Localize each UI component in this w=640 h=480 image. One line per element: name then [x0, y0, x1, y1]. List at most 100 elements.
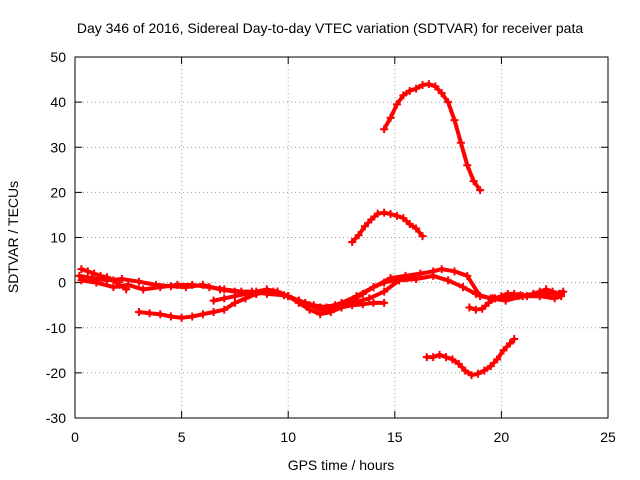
x-tick-label: 0 — [71, 429, 79, 445]
data-point — [380, 298, 389, 307]
data-point — [429, 271, 438, 280]
series-arc-high — [380, 80, 485, 195]
data-point — [294, 298, 303, 307]
x-tick-label: 5 — [178, 429, 186, 445]
data-point — [367, 215, 376, 224]
data-point — [109, 283, 118, 292]
y-tick-label: -10 — [46, 320, 66, 336]
data-point — [467, 371, 476, 380]
y-tick-label: 30 — [50, 139, 66, 155]
y-tick-label: 40 — [50, 94, 66, 110]
data-point — [139, 285, 148, 294]
data-point — [241, 289, 250, 298]
data-point — [390, 276, 399, 285]
data-point — [115, 280, 124, 289]
data-point — [559, 287, 568, 296]
data-point — [392, 211, 401, 220]
series-arc-low — [422, 335, 519, 380]
data-point — [262, 285, 271, 294]
data-point — [230, 292, 239, 301]
x-axis-label: GPS time / hours — [288, 457, 395, 473]
data-point — [380, 287, 389, 296]
data-point — [209, 296, 218, 305]
data-point — [535, 287, 544, 296]
x-tick-label: 25 — [600, 429, 616, 445]
data-markers — [75, 80, 568, 380]
data-point — [435, 350, 444, 359]
data-point — [386, 210, 395, 219]
data-point — [401, 274, 410, 283]
data-point — [486, 362, 495, 371]
series-trace — [382, 82, 483, 193]
data-point — [484, 298, 493, 307]
data-point — [465, 303, 474, 312]
data-point — [529, 289, 538, 298]
data-point — [456, 138, 465, 147]
data-point — [220, 294, 229, 303]
data-point — [102, 273, 111, 282]
data-point — [471, 289, 480, 298]
data-point — [122, 285, 131, 294]
chart-title: Day 346 of 2016, Sidereal Day-to-day VTE… — [77, 20, 584, 36]
data-point — [491, 294, 500, 303]
data-point — [173, 280, 182, 289]
data-point — [554, 289, 563, 298]
data-point — [550, 294, 559, 303]
data-point — [448, 355, 457, 364]
data-point — [444, 98, 453, 107]
data-point — [188, 280, 197, 289]
data-point — [205, 283, 214, 292]
data-point — [326, 307, 335, 316]
data-point — [437, 89, 446, 98]
data-point — [220, 285, 229, 294]
data-point — [134, 277, 143, 286]
data-point — [77, 276, 86, 285]
data-point — [441, 353, 450, 362]
data-point — [450, 116, 459, 125]
series-trace-f — [77, 265, 131, 294]
data-point — [365, 294, 374, 303]
series-trace-e — [465, 285, 568, 314]
series-arc-hump — [348, 208, 427, 247]
data-point — [273, 287, 282, 296]
data-point — [437, 265, 446, 274]
series-trace-d — [209, 273, 421, 319]
data-point — [522, 292, 531, 301]
data-point — [476, 186, 485, 195]
data-point — [548, 287, 557, 296]
data-point — [493, 355, 502, 364]
data-point — [145, 309, 154, 318]
data-point — [399, 214, 408, 223]
data-point — [405, 86, 414, 95]
data-point — [429, 353, 438, 362]
data-point — [463, 161, 472, 170]
data-point — [198, 310, 207, 319]
y-axis-label: SDTVAR / TECUs — [5, 181, 21, 293]
data-point — [463, 271, 472, 280]
data-point — [284, 292, 293, 301]
data-point — [461, 366, 470, 375]
data-point — [337, 303, 346, 312]
data-point — [92, 278, 101, 287]
y-tick-label: 0 — [58, 275, 66, 291]
x-tick-label: 20 — [494, 429, 510, 445]
data-point — [412, 84, 421, 93]
data-point — [77, 265, 86, 274]
data-point — [542, 285, 551, 294]
data-point — [399, 91, 408, 100]
data-point — [75, 271, 84, 280]
data-point — [177, 313, 186, 322]
data-point — [305, 305, 314, 314]
data-point — [83, 267, 92, 276]
data-point — [156, 310, 165, 319]
data-point — [230, 298, 239, 307]
data-point — [505, 339, 514, 348]
axis-ticks: 0 5 10 15 20 25 -30 -20 -10 0 10 20 30 40 50 — [46, 49, 616, 445]
x-tick-label: 10 — [280, 429, 296, 445]
data-point — [480, 366, 489, 375]
data-point — [499, 346, 508, 355]
data-point — [90, 269, 99, 278]
y-tick-label: -20 — [46, 365, 66, 381]
data-point — [444, 276, 453, 285]
y-tick-label: -30 — [46, 410, 66, 426]
